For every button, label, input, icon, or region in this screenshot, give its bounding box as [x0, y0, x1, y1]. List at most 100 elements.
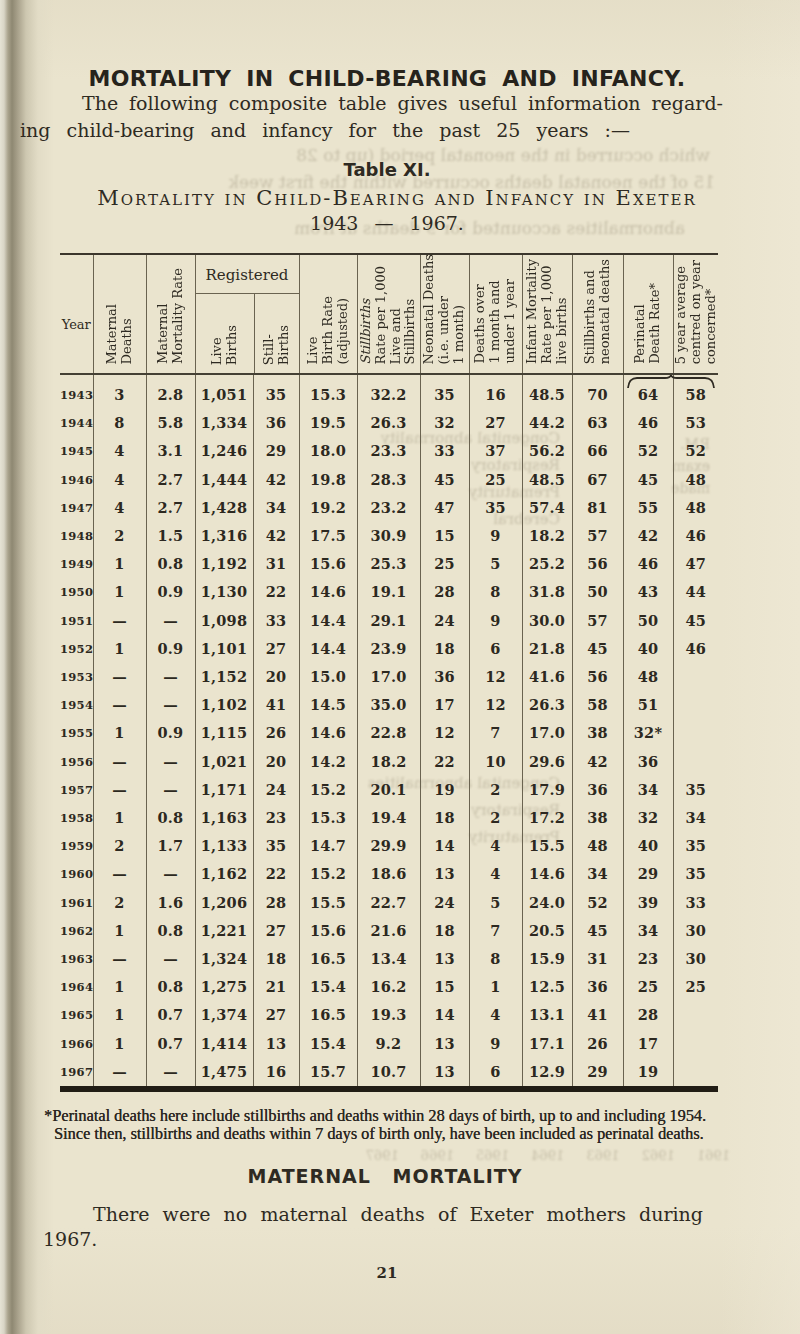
col-header-neonatal-deaths: Neonatal Deaths (i.e. under 1 month)	[420, 254, 469, 374]
value-cell: 55	[623, 494, 673, 522]
value-cell: 22.8	[357, 719, 420, 747]
value-cell: 4	[469, 1001, 522, 1029]
value-cell: 15	[420, 522, 469, 550]
value-cell: 31	[253, 550, 299, 578]
value-cell: 8	[469, 945, 522, 973]
col-header-year: Year	[60, 254, 93, 374]
value-cell: 40	[623, 635, 673, 663]
header-row: Year Maternal Deaths Maternal Mortality …	[60, 254, 718, 374]
footnote-line2: Since then, stillbirths and deaths withi…	[44, 1125, 756, 1143]
value-cell: 3.1	[146, 437, 195, 465]
value-cell: 14.2	[299, 748, 357, 776]
value-cell: 15.0	[299, 663, 357, 691]
value-cell: 1,374	[195, 1001, 253, 1029]
value-cell: 19.3	[357, 1001, 420, 1029]
value-cell: 22.7	[357, 889, 420, 917]
value-cell: 1.7	[146, 832, 195, 860]
value-cell: 21	[253, 973, 299, 1001]
col-header-registered: Registered Live Births Still- Births	[195, 254, 299, 374]
value-cell: 1,444	[195, 466, 253, 494]
value-cell: 1,021	[195, 748, 253, 776]
year-cell: 1957	[60, 776, 93, 804]
value-cell: 2	[93, 832, 146, 860]
value-cell: 38	[572, 719, 623, 747]
value-cell: 0.9	[146, 578, 195, 606]
value-cell: 1,115	[195, 719, 253, 747]
value-cell: 1,133	[195, 832, 253, 860]
value-cell: 35	[673, 860, 718, 888]
value-cell: 4	[469, 832, 522, 860]
value-cell: 24	[420, 607, 469, 635]
value-cell: 20.5	[522, 917, 572, 945]
table-row: 1953——1,1522015.017.0361241.65648	[60, 663, 718, 691]
value-cell: 29	[253, 437, 299, 465]
col-header-perinatal-death-rate: Perinatal Death Rate*	[623, 254, 673, 374]
value-cell: 1,130	[195, 578, 253, 606]
value-cell: 26.3	[357, 409, 420, 437]
value-cell: —	[146, 663, 195, 691]
value-cell: 47	[673, 550, 718, 578]
value-cell: 22	[253, 578, 299, 606]
value-cell: 12.5	[522, 973, 572, 1001]
year-cell: 1945	[60, 437, 93, 465]
value-cell: 23	[253, 804, 299, 832]
value-cell: 5	[469, 889, 522, 917]
bleedthrough-text: 1961 1962 1963 1964 1965 1966 1967	[130, 1148, 730, 1163]
table-row: 1963——1,3241816.513.413815.9312330	[60, 945, 718, 973]
value-cell: 12	[469, 663, 522, 691]
value-cell: 4	[469, 860, 522, 888]
value-cell: 48	[673, 466, 718, 494]
value-cell: 18	[253, 945, 299, 973]
value-cell: 36	[253, 409, 299, 437]
value-cell: 9	[469, 607, 522, 635]
value-cell: 66	[572, 437, 623, 465]
value-cell: 36	[572, 973, 623, 1001]
value-cell: 13	[420, 1058, 469, 1089]
value-cell: 0.9	[146, 635, 195, 663]
value-cell: 48.5	[522, 374, 572, 409]
value-cell: 39	[623, 889, 673, 917]
value-cell: 38	[572, 804, 623, 832]
intro-line2: ing child-bearing and infancy for the pa…	[20, 117, 723, 144]
value-cell: 48	[623, 663, 673, 691]
maternal-paragraph-line1: There were no maternal deaths of Exeter …	[43, 1202, 703, 1227]
value-cell: 15.3	[299, 374, 357, 409]
value-cell: 29.6	[522, 748, 572, 776]
value-cell: 37	[469, 437, 522, 465]
value-cell: 1,098	[195, 607, 253, 635]
value-cell: 35	[673, 776, 718, 804]
value-cell: 17.1	[522, 1030, 572, 1058]
value-cell: 27	[253, 917, 299, 945]
value-cell: 1	[93, 635, 146, 663]
value-cell: 22	[420, 748, 469, 776]
year-cell: 1952	[60, 635, 93, 663]
value-cell: 1,475	[195, 1058, 253, 1089]
value-cell	[673, 719, 718, 747]
value-cell: —	[146, 1058, 195, 1089]
value-cell: 20	[253, 748, 299, 776]
value-cell: 15.9	[522, 945, 572, 973]
value-cell: 41.6	[522, 663, 572, 691]
value-cell: 1,162	[195, 860, 253, 888]
year-cell: 1967	[60, 1058, 93, 1089]
value-cell: 15.5	[522, 832, 572, 860]
value-cell: 13	[420, 945, 469, 973]
value-cell: 32	[623, 804, 673, 832]
value-cell: 46	[673, 522, 718, 550]
value-cell: 27	[253, 635, 299, 663]
value-cell: 24	[420, 889, 469, 917]
value-cell: 57	[572, 522, 623, 550]
value-cell: 46	[623, 409, 673, 437]
value-cell: 51	[623, 691, 673, 719]
value-cell: 2.8	[146, 374, 195, 409]
value-cell: 17	[623, 1030, 673, 1058]
mortality-table: Year Maternal Deaths Maternal Mortality …	[60, 253, 718, 1092]
value-cell: 18	[420, 917, 469, 945]
value-cell: 25.2	[522, 550, 572, 578]
value-cell: 1	[93, 804, 146, 832]
value-cell: 48	[673, 494, 718, 522]
value-cell: 21.8	[522, 635, 572, 663]
value-cell: 5	[469, 550, 522, 578]
value-cell: 41	[253, 691, 299, 719]
value-cell: 1	[93, 1030, 146, 1058]
